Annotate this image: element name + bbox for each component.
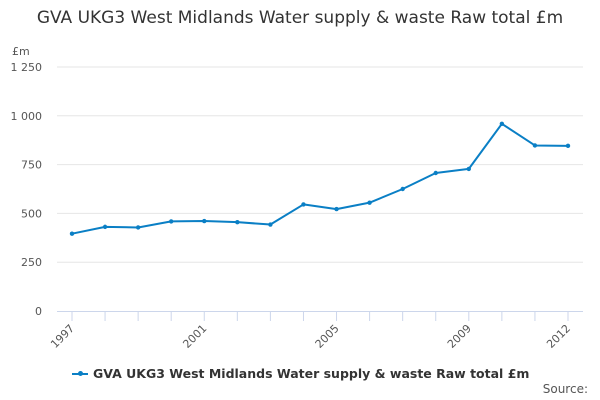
x-tick-label: 2009	[445, 322, 474, 351]
y-tick-label: 250	[21, 256, 42, 269]
y-tick-label: 0	[35, 305, 42, 318]
legend-item[interactable]: GVA UKG3 West Midlands Water supply & wa…	[72, 366, 529, 381]
legend-line-marker-icon	[72, 371, 88, 376]
source-label: Source:	[542, 382, 588, 396]
data-point	[69, 231, 75, 236]
data-point	[499, 121, 505, 127]
data-point	[433, 170, 438, 176]
series-line	[71, 122, 569, 235]
data-point	[466, 166, 471, 172]
x-tick-label: 2005	[313, 322, 342, 351]
legend-label: GVA UKG3 West Midlands Water supply & wa…	[93, 366, 530, 381]
y-tick-label: 500	[21, 207, 42, 220]
data-point	[102, 224, 108, 230]
x-tick-label: 1997	[48, 322, 77, 351]
y-tick-label: 1 000	[11, 110, 43, 123]
data-point	[400, 186, 405, 192]
y-tick-label: 750	[21, 159, 42, 172]
data-point	[367, 200, 372, 205]
data-point	[532, 143, 538, 148]
x-tick-label: 2012	[544, 322, 573, 351]
data-point	[565, 143, 571, 149]
y-tick-label: 1 250	[11, 61, 43, 74]
chart-title: GVA UKG3 West Midlands Water supply & wa…	[36, 8, 564, 28]
x-tick-label: 2001	[180, 322, 209, 351]
data-point	[268, 222, 273, 227]
data-point	[235, 219, 240, 225]
data-point	[135, 225, 141, 230]
data-point	[301, 202, 306, 207]
data-point	[334, 206, 339, 212]
y-axis-unit-label: £m	[12, 45, 30, 58]
data-point	[169, 219, 174, 224]
data-point	[202, 218, 207, 224]
